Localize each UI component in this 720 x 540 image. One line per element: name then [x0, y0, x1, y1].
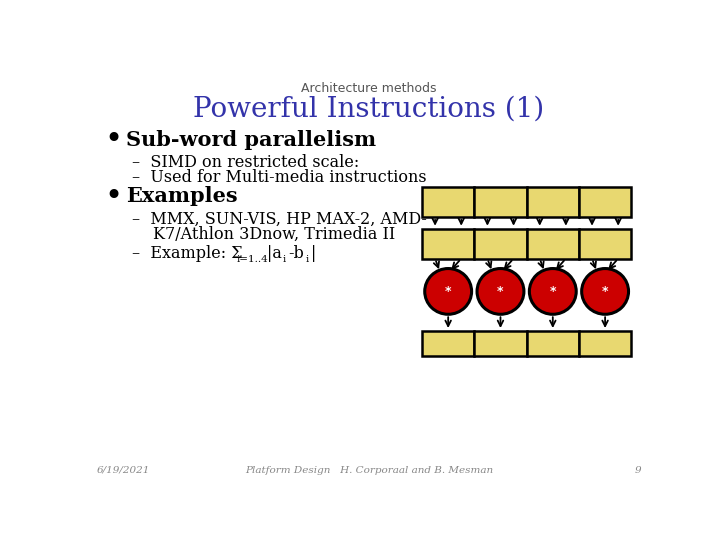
- Ellipse shape: [425, 268, 472, 314]
- Text: •: •: [104, 125, 122, 154]
- Text: Platform Design   H. Corporaal and B. Mesman: Platform Design H. Corporaal and B. Mesm…: [245, 465, 493, 475]
- Text: i: i: [282, 255, 286, 264]
- Bar: [526, 228, 579, 259]
- Ellipse shape: [477, 268, 524, 314]
- Text: –  SIMD on restricted scale:: – SIMD on restricted scale:: [132, 153, 359, 171]
- Text: 9: 9: [634, 465, 642, 475]
- Text: •: •: [104, 181, 122, 211]
- Bar: [474, 228, 526, 259]
- Bar: [474, 187, 526, 217]
- Text: –  Example: Σ: – Example: Σ: [132, 246, 243, 262]
- Text: |: |: [311, 246, 316, 262]
- Text: 6/19/2021: 6/19/2021: [96, 465, 150, 475]
- Text: Examples: Examples: [126, 186, 238, 206]
- Bar: [422, 228, 474, 259]
- Text: *: *: [602, 285, 608, 298]
- Text: –  MMX, SUN-VIS, HP MAX-2, AMD-: – MMX, SUN-VIS, HP MAX-2, AMD-: [132, 211, 427, 227]
- Text: *: *: [549, 285, 556, 298]
- Text: -b: -b: [289, 246, 305, 262]
- Bar: [526, 187, 579, 217]
- Bar: [579, 228, 631, 259]
- Bar: [526, 331, 579, 356]
- Text: K7/Athlon 3Dnow, Trimedia II: K7/Athlon 3Dnow, Trimedia II: [153, 226, 395, 242]
- Bar: [422, 187, 474, 217]
- Ellipse shape: [582, 268, 629, 314]
- Text: |a: |a: [267, 246, 282, 262]
- Text: *: *: [498, 285, 504, 298]
- Text: *: *: [445, 285, 451, 298]
- Text: Powerful Instructions (1): Powerful Instructions (1): [194, 96, 544, 123]
- Bar: [474, 331, 526, 356]
- Bar: [422, 331, 474, 356]
- Text: –  Used for Multi-media instructions: – Used for Multi-media instructions: [132, 168, 426, 186]
- Bar: [579, 331, 631, 356]
- Ellipse shape: [529, 268, 576, 314]
- Bar: [579, 187, 631, 217]
- Text: Architecture methods: Architecture methods: [301, 83, 437, 96]
- Text: i=1..4: i=1..4: [237, 255, 269, 264]
- Text: Sub-word parallelism: Sub-word parallelism: [126, 130, 377, 150]
- Text: i: i: [305, 255, 309, 264]
